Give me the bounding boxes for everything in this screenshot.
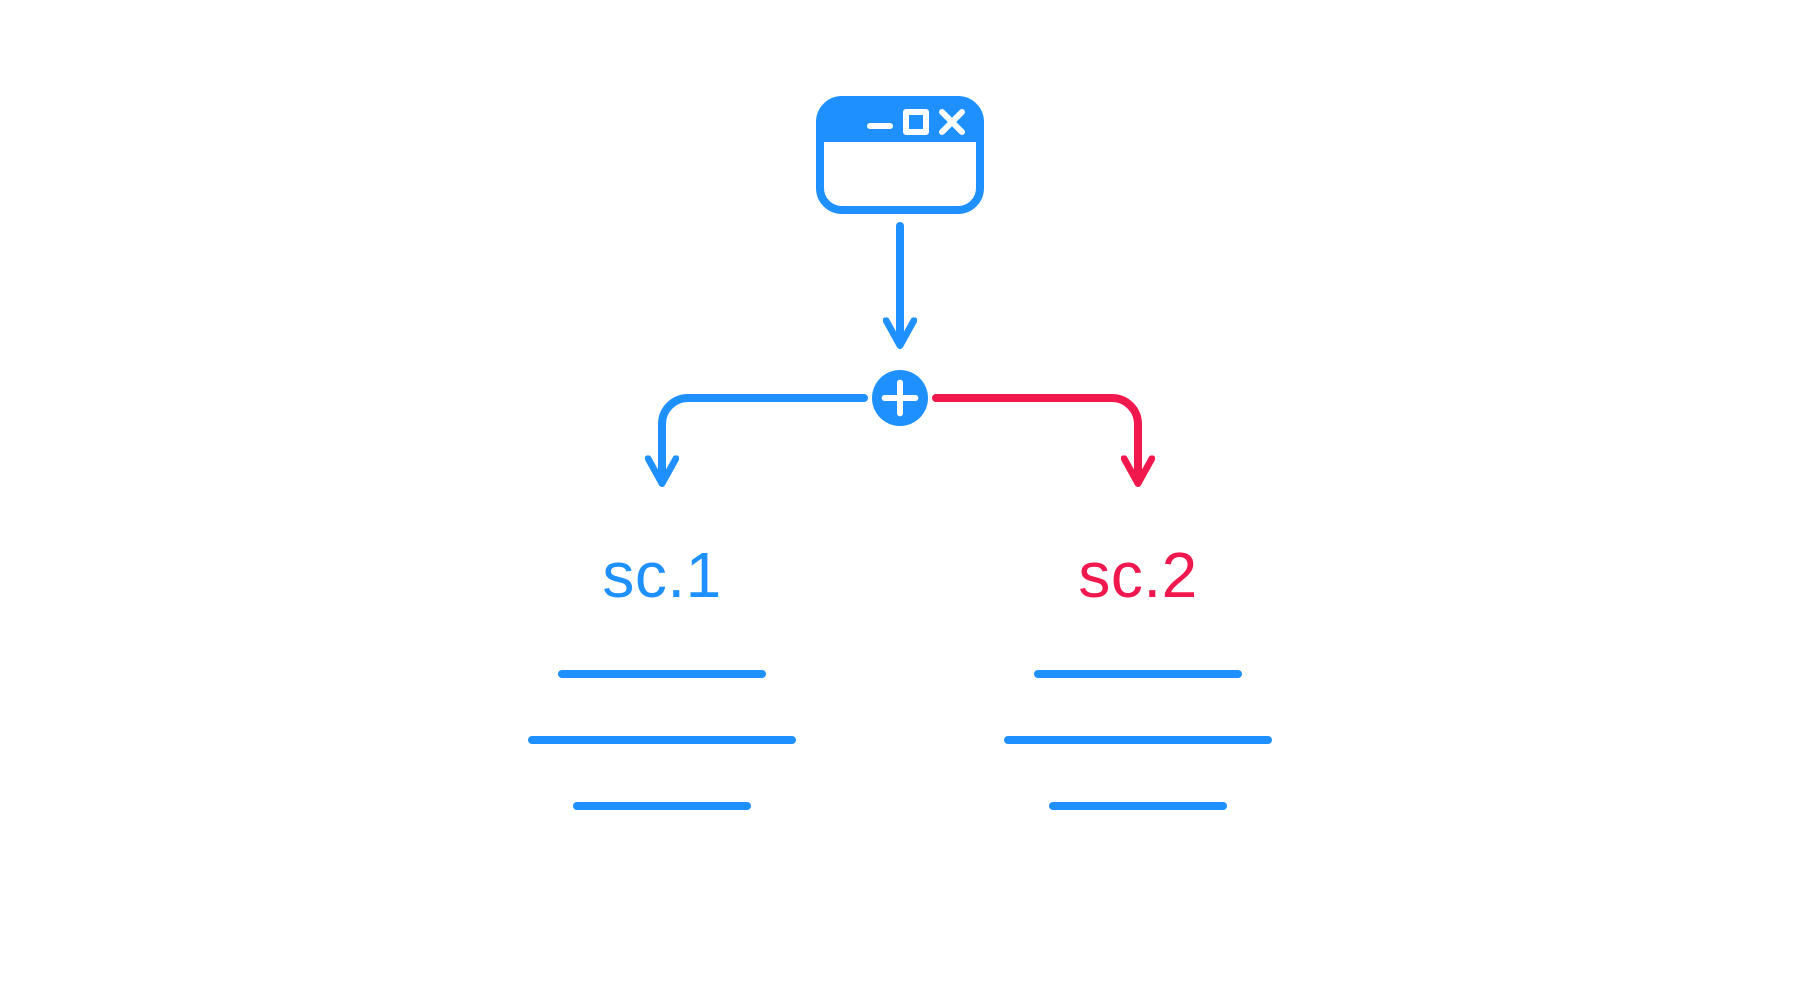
label-sc2: sc.2 (1078, 539, 1197, 611)
text-lines-2 (1008, 674, 1268, 806)
text-lines-1 (532, 674, 792, 806)
branch-left-arrow (662, 398, 864, 478)
window-icon (820, 100, 980, 210)
plus-node-icon (872, 370, 928, 426)
label-sc1: sc.1 (602, 539, 721, 611)
branch-right-arrow (936, 398, 1138, 478)
flow-diagram: sc.1 sc.2 (0, 0, 1800, 1000)
